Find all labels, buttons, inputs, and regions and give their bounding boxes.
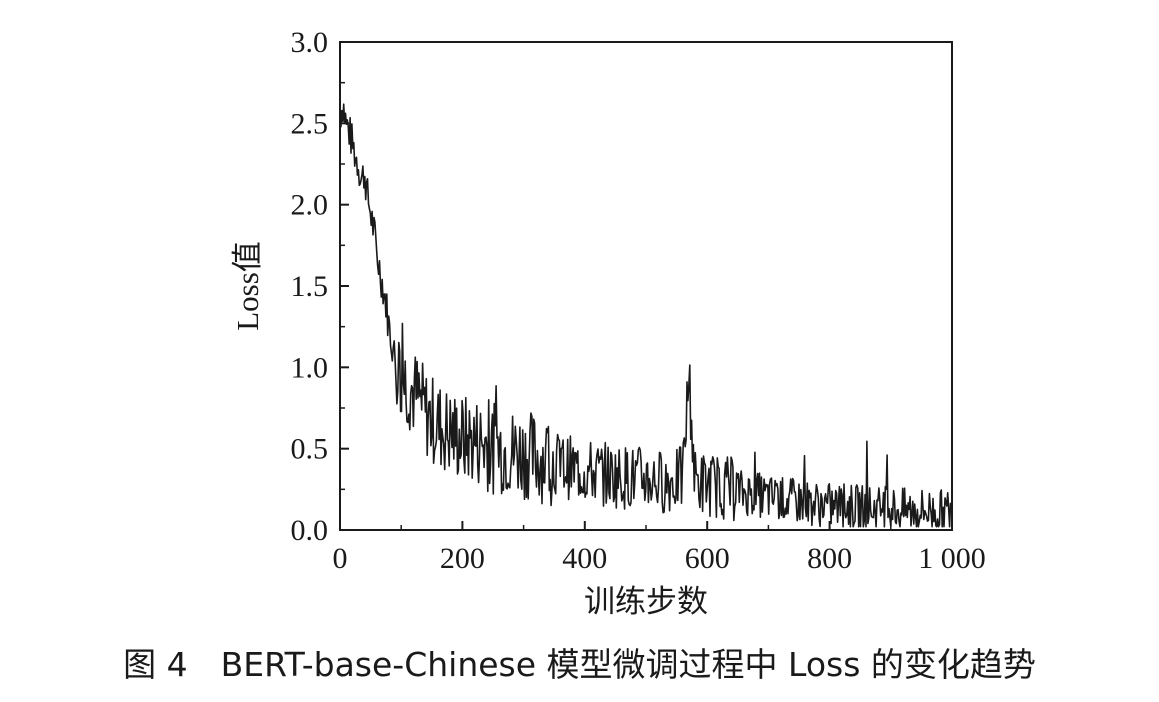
line-layer — [339, 103, 953, 528]
x-tick-label: 400 — [562, 542, 607, 575]
plot-frame — [339, 41, 953, 531]
loss-series-line — [339, 103, 953, 528]
ticks-layer: 0.0 0.5 1.0 1.5 2.0 2.5 3.0 0 200 400 600 800 1 000 — [291, 26, 986, 575]
loss-chart: 0.00.51.01.52.02.53.00 200 400 600 800 1 000 … — [230, 26, 986, 620]
y-tick-label: 2.5 — [291, 107, 329, 140]
y-tick-label: 0.0 — [291, 514, 329, 547]
y-tick-label: 1.5 — [291, 270, 329, 303]
y-tick-label: 2.0 — [291, 189, 329, 222]
x-tick-label: 0 — [333, 542, 348, 575]
x-axis-label: 训练步数 — [584, 584, 708, 620]
x-tick-label: 800 — [807, 542, 852, 575]
x-tick-label: 200 — [440, 542, 485, 575]
y-tick-label: 0.5 — [291, 433, 329, 466]
y-axis-label: Loss值 — [230, 241, 265, 331]
figure-caption: 图 4 BERT-base-Chinese 模型微调过程中 Loss 的变化趋势 — [123, 645, 1036, 684]
x-tick-label: 1 000 — [918, 542, 986, 575]
y-tick-label: 1.0 — [291, 351, 329, 384]
x-tick-label: 600 — [685, 542, 730, 575]
y-tick-label: 3.0 — [291, 26, 329, 59]
